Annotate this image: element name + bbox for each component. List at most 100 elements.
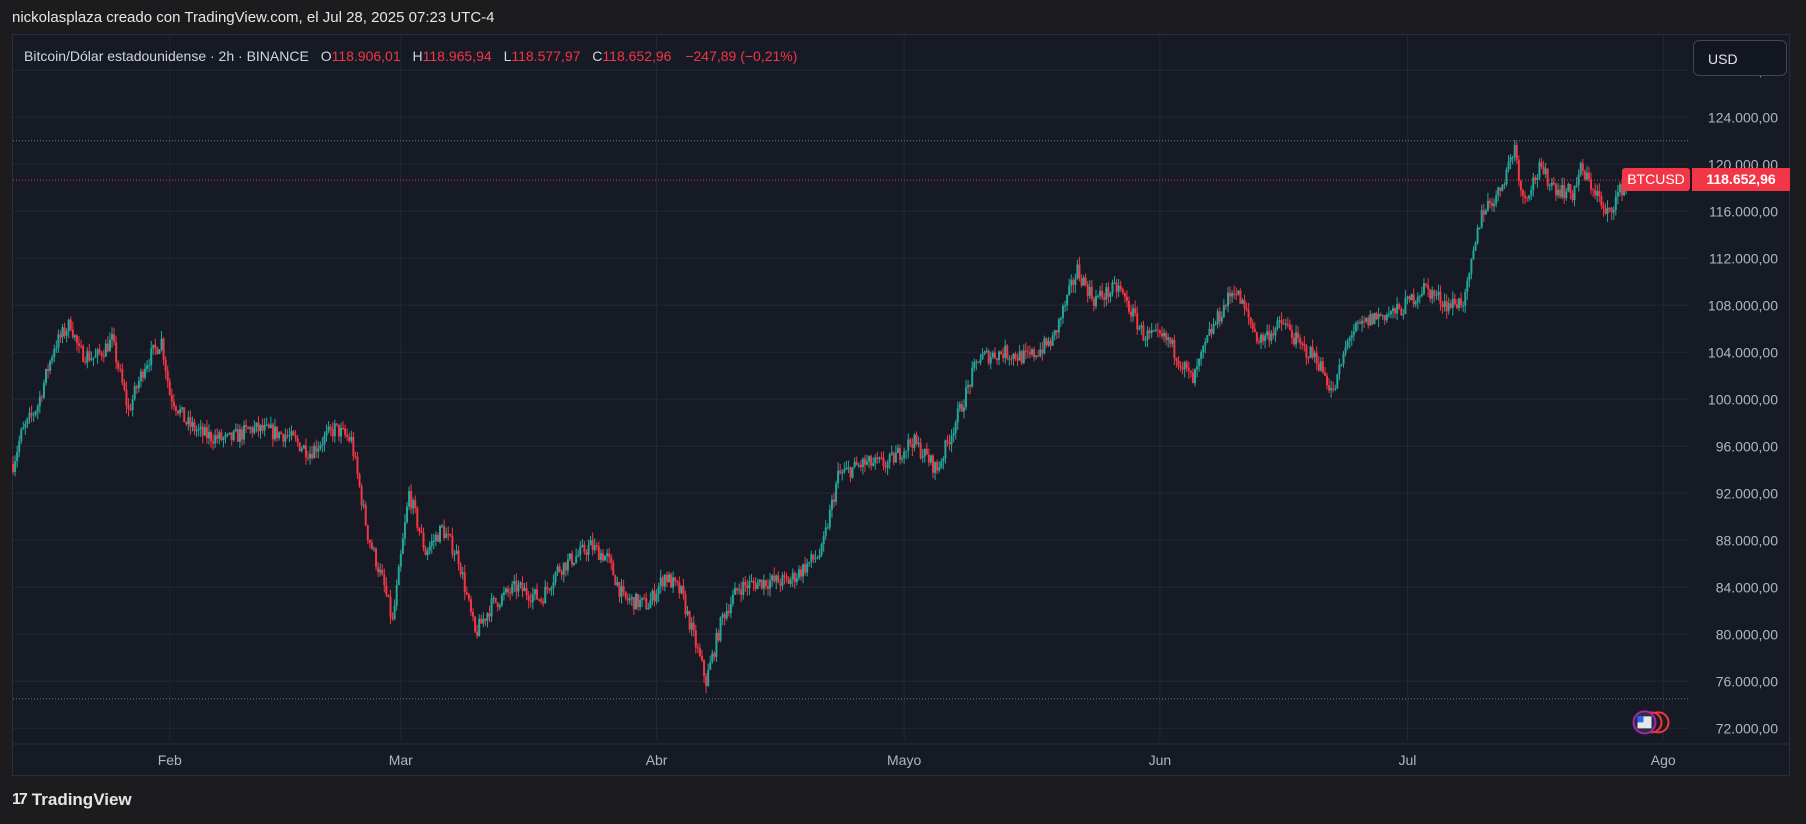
candle-body [1396,304,1399,314]
candle-body [647,608,650,610]
candle-body [793,572,796,582]
candle-body [218,432,221,439]
candle-body [562,562,565,575]
candle-body [1059,317,1062,320]
candle-body [628,598,631,601]
candle-body [731,594,734,605]
candle-body [1187,367,1190,371]
candle-body [1037,355,1040,357]
candle-body [346,434,349,437]
candle-body [661,577,664,587]
candle-body [754,583,757,589]
candle-body [1125,296,1128,301]
candle-body [389,596,392,617]
candle-body [527,595,530,601]
candle-body [366,525,369,541]
candle-body [1534,177,1537,181]
candle-body [1526,197,1529,199]
candle-body [94,355,97,358]
candle-body [1350,335,1353,339]
candle-body [806,563,809,573]
candle-body [139,371,142,382]
candle-body [1117,285,1120,292]
candle-body [841,472,844,474]
candle-body [748,581,751,589]
candle-body [1616,192,1619,197]
candle-body [321,444,324,446]
candle-body [973,362,976,368]
snapshot-credit-line: nickolasplaza creado con TradingView.com… [12,9,495,26]
candle-body [1365,317,1368,322]
candle-body [1379,314,1382,316]
candle-body [998,351,1001,361]
candle-body [925,448,928,455]
candle-body [797,569,800,578]
candle-body [1202,345,1205,353]
candle-body [210,432,213,442]
candle-body [643,597,646,599]
candle-body [205,427,208,439]
symbol-legend: Bitcoin/Dólar estadounidense · 2h · BINA… [24,48,797,64]
candle-body [22,427,25,430]
candle-body [1084,277,1087,285]
candle-body [744,581,747,586]
candle-body [700,655,703,661]
candle-body [236,429,239,442]
candle-body [356,456,359,474]
candle-body [857,464,860,466]
candle-body [1066,294,1069,306]
candle-body [1082,277,1085,286]
candle-body [915,434,918,445]
x-tick-label: Mar [389,752,413,768]
candle-body [230,432,233,441]
candle-body [1389,311,1392,315]
candle-body [1509,157,1512,162]
candle-body [950,435,953,445]
candle-body [212,441,215,444]
candle-body [859,464,862,468]
candle-body [1575,185,1578,187]
candle-body [102,356,105,358]
candle-body [1453,298,1456,305]
candle-body [1449,303,1452,308]
candle-body [245,425,248,427]
candle-body [1020,351,1023,364]
candle-body [377,567,380,573]
candle-body [1014,353,1017,359]
candle-body [1212,324,1215,334]
candle-body [618,582,621,597]
candle-body [674,577,677,582]
candle-body [1208,328,1211,336]
candle-body [1284,323,1287,325]
candle-body [1323,372,1326,376]
candle-body [154,344,157,348]
candle-body [457,550,460,565]
candle-body [863,458,866,465]
candle-body [837,470,840,484]
candle-body [1414,301,1417,305]
candle-body [292,431,295,436]
candle-body [294,435,297,439]
x-tick-label: Feb [158,752,182,768]
candle-body [1218,311,1221,322]
candle-body [587,545,590,555]
candle-body [795,577,798,582]
candle-body [1503,184,1506,186]
candle-body [1321,361,1324,373]
currency-button[interactable]: USD [1693,40,1787,76]
candle-body [1293,337,1296,345]
candle-body [610,557,613,563]
candle-body [1097,295,1100,297]
candle-body [1354,323,1357,332]
candle-body [92,357,95,359]
candle-body [703,660,706,676]
candle-body [113,334,116,342]
tradingview-logo[interactable]: 17 TradingView [12,790,132,810]
candle-body [960,404,963,412]
candle-body [1554,184,1557,196]
chart-pane[interactable] [12,34,1790,776]
candle-body [1501,185,1504,191]
candle-body [1064,305,1067,307]
x-tick-label: Ago [1651,752,1676,768]
